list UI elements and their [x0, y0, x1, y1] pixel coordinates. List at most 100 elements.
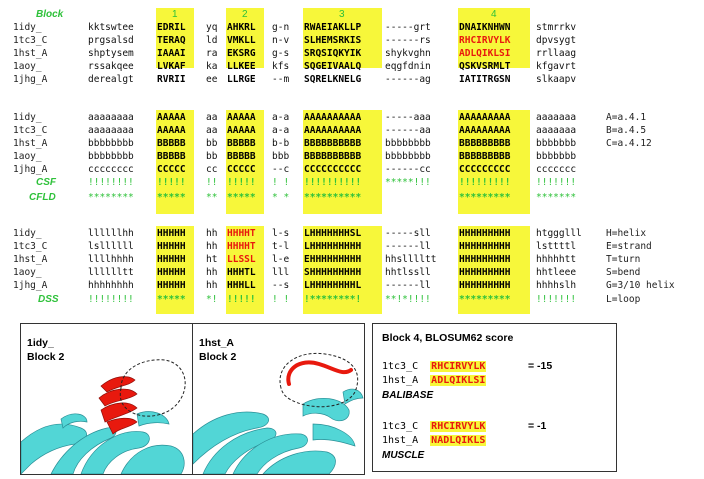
alignment-cell: n-v: [272, 35, 290, 46]
alignment-cell: AAAAAAAAA: [459, 125, 511, 136]
balibase-line-1: 1tc3_C RHCIRVYLK: [382, 360, 487, 373]
alignment-cell: QSKVSRMLT: [459, 61, 511, 72]
alignment-cell: CCCCCCCCCC: [304, 164, 362, 175]
alignment-cell: slkaapv: [536, 74, 577, 85]
alignment-cell: *!: [206, 294, 218, 305]
alignment-cell: aa: [206, 112, 218, 123]
alignment-cell: EKSRG: [227, 48, 256, 59]
score-box-title: Block 4, BLOSUM62 score: [382, 332, 514, 344]
panel-subtitle-1hst: Block 2: [199, 351, 237, 363]
block1-column-highlight-3: [156, 226, 194, 314]
alignment-cell: CCCCC: [227, 164, 256, 175]
alignment-cell: hhtlssll: [385, 267, 431, 278]
alignment-cell: bbbbbbbb: [88, 138, 134, 149]
legend-entry: B=a.4.5: [606, 125, 647, 136]
alignment-cell: LHHHHHHHSL: [304, 228, 362, 239]
alignment-cell: l-e: [272, 254, 290, 265]
alignment-cell: HHHHH: [157, 228, 186, 239]
alignment-cell: AAAAAAAAAA: [304, 112, 362, 123]
alignment-cell: --s: [272, 280, 290, 291]
legend-entry: T=turn: [606, 254, 641, 265]
alignment-cell: bb: [206, 151, 218, 162]
alignment-cell: bbbbbbbb: [385, 151, 431, 162]
balibase-line-2: 1hst_A ADLQIKLSI: [382, 374, 487, 387]
alignment-cell: LVKAF: [157, 61, 186, 72]
row-label: 1tc3_C: [13, 35, 48, 46]
structure-panel-1idy: 1idy_ Block 2: [20, 323, 194, 475]
alignment-cell: HHHHHHHHH: [459, 241, 511, 252]
alignment-cell: BBBBBBBBBB: [304, 138, 362, 149]
alignment-cell: HHHHHHHHH: [459, 267, 511, 278]
alignment-cell: BBBBBBBBB: [459, 151, 511, 162]
alignment-cell: -----grt: [385, 22, 431, 33]
row-label: CFLD: [29, 192, 56, 203]
alignment-cell: !!!!!: [157, 177, 186, 188]
alignment-cell: t-l: [272, 241, 290, 252]
alignment-cell: derealgt: [88, 74, 134, 85]
block2-column-highlight-3: [226, 226, 264, 314]
alignment-cell: ra: [206, 48, 218, 59]
legend-entry: A=a.4.1: [606, 112, 647, 123]
alignment-cell: a-a: [272, 112, 290, 123]
alignment-cell: !!!!!!!!: [88, 294, 134, 305]
alignment-cell: bbb: [272, 151, 290, 162]
legend-entry: C=a.4.12: [606, 138, 652, 149]
row-label: 1idy_: [13, 22, 42, 33]
alignment-cell: SLHEMSRKIS: [304, 35, 362, 46]
row-label: DSS: [38, 294, 59, 305]
block4-column-highlight: [458, 8, 530, 68]
alignment-cell: prgsalsd: [88, 35, 134, 46]
alignment-cell: AAAAA: [227, 125, 256, 136]
alignment-cell: *****: [157, 294, 186, 305]
alignment-cell: hh: [206, 241, 218, 252]
block2-column-highlight: [226, 8, 264, 68]
panel-title-1hst: 1hst_A: [199, 337, 235, 349]
alignment-cell: * *: [272, 192, 290, 203]
alignment-cell: hhhhslh: [536, 280, 577, 291]
block3-column-highlight-3: [303, 226, 382, 314]
alignment-cell: **!*!!!!: [385, 294, 431, 305]
alignment-cell: HHHTL: [227, 267, 256, 278]
row-label: 1idy_: [13, 112, 42, 123]
alignment-cell: aaaaaaa: [536, 112, 577, 123]
alignment-cell: aaaaaaaa: [88, 112, 134, 123]
alignment-cell: DNAIKNHWN: [459, 22, 511, 33]
alignment-cell: --m: [272, 74, 290, 85]
alignment-cell: hhhhhtt: [536, 254, 577, 265]
structure-panel-1hst: 1hst_A Block 2: [192, 323, 365, 475]
alignment-cell: BBBBB: [157, 138, 186, 149]
alignment-cell: aa: [206, 125, 218, 136]
block-header-row: Block 1 2 3 4: [0, 9, 497, 21]
row-label: 1idy_: [13, 228, 42, 239]
muscle-label-1: 1tc3_C: [382, 421, 419, 432]
alignment-cell: CCCCCCCCC: [459, 164, 511, 175]
block-number-3: 3: [339, 9, 345, 20]
alignment-cell: ka: [206, 61, 218, 72]
alignment-cell: AAAAA: [227, 112, 256, 123]
alignment-cell: SRQSIQKYIK: [304, 48, 362, 59]
alignment-cell: l-s: [272, 228, 290, 239]
alignment-cell: !!!!!!!: [536, 294, 577, 305]
alignment-cell: VMKLL: [227, 35, 256, 46]
alignment-cell: LHHHHHHHHL: [304, 280, 362, 291]
muscle-line-2: 1hst_A NADLQIKLS: [382, 434, 487, 447]
block4-column-highlight-3: [458, 226, 530, 314]
row-label: 1hst_A: [13, 48, 48, 59]
alignment-cell: ht: [206, 254, 218, 265]
alignment-cell: bbbbbbb: [536, 138, 577, 149]
alignment-cell: *******: [536, 192, 577, 203]
muscle-seq-2: NADLQIKLS: [430, 435, 487, 446]
alignment-cell: dpvsygt: [536, 35, 577, 46]
alignment-cell: -----sll: [385, 228, 431, 239]
alignment-cell: ee: [206, 74, 218, 85]
alignment-cell: lllllltt: [88, 267, 134, 278]
alignment-cell: llllhhhh: [88, 254, 134, 265]
muscle-method: MUSCLE: [382, 450, 425, 461]
alignment-cell: *********: [459, 192, 511, 203]
structure-1hst-image: [193, 352, 364, 474]
alignment-cell: hhhhhhhh: [88, 280, 134, 291]
alignment-cell: cccccccc: [88, 164, 134, 175]
alignment-cell: EHHHHHHHHH: [304, 254, 362, 265]
alignment-cell: **: [206, 192, 218, 203]
alignment-cell: IATITRGSN: [459, 74, 511, 85]
